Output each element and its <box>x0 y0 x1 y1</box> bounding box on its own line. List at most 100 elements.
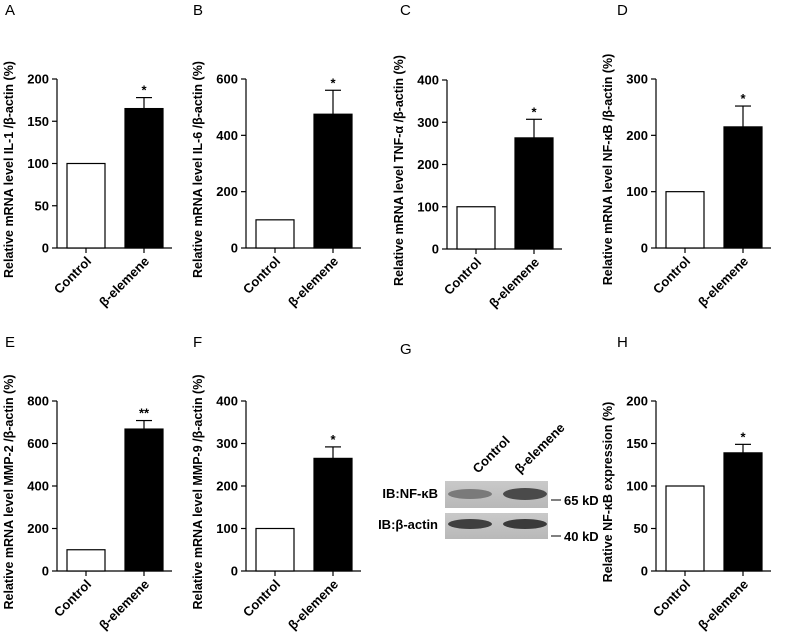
y-tick-label: 200 <box>417 157 439 172</box>
chart-panel: D 0 100 200 300 Relative mRNA level NF-κB /β-… <box>601 2 771 310</box>
x-tick-label: Control <box>650 254 693 297</box>
x-tick-label: Control <box>240 254 283 297</box>
bar <box>66 549 106 572</box>
blot-band <box>448 519 492 529</box>
y-tick-label: 100 <box>626 184 648 199</box>
bar <box>66 162 106 249</box>
y-tick-label: 200 <box>216 479 238 494</box>
error-bar <box>325 89 341 115</box>
x-tick-label: Control <box>650 577 693 620</box>
lane-label: Control <box>470 433 513 476</box>
y-tick-label: 100 <box>626 479 648 494</box>
error-bar <box>136 96 152 109</box>
y-axis-label: Relative mRNA level IL-1 /β-actin (%) <box>2 61 16 278</box>
y-tick-label: 400 <box>27 479 49 494</box>
y-axis-label: Relative mRNA level TNF-α /β-actin (%) <box>392 55 406 286</box>
chart-panel: F 0 100 200 300 400 Relative mRNA level MMP-9 … <box>191 334 361 633</box>
y-tick-label: 0 <box>42 564 49 579</box>
y-tick-label: 150 <box>27 114 49 129</box>
y-tick-label: 150 <box>626 436 648 451</box>
panel-g: G Control β-elemene IB:NF-κB IB:β-actin … <box>378 341 599 544</box>
panel-letter: E <box>5 334 15 351</box>
blot-band <box>448 489 492 499</box>
error-bar <box>526 118 542 138</box>
y-tick-label: 200 <box>216 184 238 199</box>
panel-letter: G <box>400 341 412 358</box>
significance-mark: * <box>330 432 336 447</box>
significance-mark: * <box>531 104 537 119</box>
chart-panel: A 0 50 100 150 200 Relative mRNA level IL-1 /β… <box>2 2 172 310</box>
lane-label: β-elemene <box>512 420 568 476</box>
chart-panel: C 0 100 200 300 400 Relative mRNA level TNF-α … <box>392 2 562 311</box>
y-tick-label: 400 <box>216 394 238 409</box>
significance-mark: * <box>330 75 336 90</box>
x-tick-label: β-elemene <box>285 254 341 310</box>
y-tick-label: 300 <box>417 115 439 130</box>
y-tick-label: 200 <box>626 394 648 409</box>
blot-band <box>503 519 547 529</box>
x-tick-label: Control <box>51 254 94 297</box>
x-tick-label: Control <box>441 255 484 298</box>
y-axis-label: Relative NF-κB expression (%) <box>601 402 615 583</box>
y-tick-label: 600 <box>27 436 49 451</box>
bar <box>456 206 496 250</box>
y-tick-label: 0 <box>641 241 648 256</box>
y-tick-label: 100 <box>216 521 238 536</box>
y-tick-label: 200 <box>27 521 49 536</box>
y-tick-label: 100 <box>27 156 49 171</box>
y-axis-label: Relative mRNA level MMP-9 /β-actin (%) <box>191 375 205 610</box>
y-axis-label: Relative mRNA level NF-κB /β-actin (%) <box>601 54 615 286</box>
y-tick-label: 0 <box>641 564 648 579</box>
significance-mark: * <box>141 83 147 98</box>
panel-letter: C <box>400 2 411 19</box>
x-tick-label: β-elemene <box>695 254 751 310</box>
error-bar <box>735 105 751 127</box>
y-tick-label: 100 <box>417 199 439 214</box>
bar <box>313 457 353 572</box>
y-axis-label: Relative mRNA level IL-6 /β-actin (%) <box>191 61 205 278</box>
bar <box>665 485 705 572</box>
bar <box>124 107 164 249</box>
y-tick-label: 300 <box>216 436 238 451</box>
bar <box>723 126 763 249</box>
x-tick-label: Control <box>51 577 94 620</box>
y-tick-label: 0 <box>231 241 238 256</box>
y-tick-label: 0 <box>42 241 49 256</box>
size-marker: 65 kD <box>564 493 599 508</box>
y-tick-label: 50 <box>634 521 648 536</box>
bar <box>255 527 295 572</box>
chart-panel: B 0 200 400 600 Relative mRNA level IL-6 /β-a… <box>191 2 361 310</box>
x-tick-label: β-elemene <box>96 254 152 310</box>
y-tick-label: 800 <box>27 394 49 409</box>
size-marker: 40 kD <box>564 529 599 544</box>
chart-panel: H 0 50 100 150 200 Relative NF-κB expression (… <box>601 334 771 633</box>
y-tick-label: 400 <box>216 128 238 143</box>
y-tick-label: 300 <box>626 72 648 87</box>
bar <box>514 137 554 250</box>
bar <box>124 428 164 572</box>
significance-mark: * <box>740 91 746 106</box>
bar <box>313 113 353 249</box>
significance-mark: ** <box>139 406 150 421</box>
panel-letter: A <box>5 2 15 19</box>
significance-mark: * <box>740 429 746 444</box>
y-tick-label: 0 <box>432 242 439 257</box>
y-tick-label: 200 <box>626 128 648 143</box>
y-tick-label: 400 <box>417 73 439 88</box>
y-axis-label: Relative mRNA level MMP-2 /β-actin (%) <box>2 375 16 610</box>
x-tick-label: Control <box>240 577 283 620</box>
y-tick-label: 600 <box>216 72 238 87</box>
y-tick-label: 50 <box>35 198 49 213</box>
x-tick-label: β-elemene <box>285 577 341 633</box>
bar <box>723 452 763 572</box>
panel-letter: F <box>193 334 202 351</box>
x-tick-label: β-elemene <box>486 255 542 311</box>
y-tick-label: 0 <box>231 564 238 579</box>
x-tick-label: β-elemene <box>96 577 152 633</box>
panel-letter: H <box>617 334 628 351</box>
bar <box>665 191 705 249</box>
chart-panel: E 0 200 400 600 800 Relative mRNA level MMP-2 … <box>2 334 172 633</box>
panel-letter: B <box>193 2 203 19</box>
panel-letter: D <box>617 2 628 19</box>
